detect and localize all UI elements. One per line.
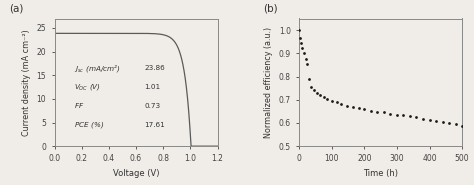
Point: [413, 116, 420, 119]
Point: [295, 29, 303, 32]
Point: [458, 125, 466, 128]
Point: [361, 108, 368, 111]
Text: 23.86: 23.86: [144, 65, 165, 71]
Y-axis label: Current density (mA cm⁻²): Current density (mA cm⁻²): [22, 29, 31, 136]
Point: [419, 117, 427, 120]
Point: [333, 101, 340, 104]
Y-axis label: Normalized efficiency (a.u.): Normalized efficiency (a.u.): [264, 27, 273, 138]
Point: [374, 110, 381, 113]
Point: [439, 121, 447, 124]
Point: [426, 118, 433, 121]
Point: [355, 107, 363, 110]
Point: [337, 103, 345, 106]
Point: [299, 46, 306, 49]
Point: [297, 41, 305, 44]
Point: [387, 112, 394, 115]
X-axis label: Time (h): Time (h): [363, 169, 398, 178]
Text: $FF$: $FF$: [73, 101, 84, 110]
Point: [300, 52, 308, 55]
Point: [308, 85, 315, 88]
Point: [305, 77, 313, 80]
Point: [310, 89, 318, 92]
Point: [432, 120, 440, 123]
Point: [400, 114, 407, 117]
Text: $V_{OC}$ (V): $V_{OC}$ (V): [73, 82, 100, 92]
Point: [406, 115, 414, 118]
Point: [380, 111, 388, 114]
Text: $PCE$ (%): $PCE$ (%): [73, 120, 104, 130]
Point: [313, 91, 321, 94]
Point: [393, 113, 401, 116]
Point: [349, 105, 357, 108]
Point: [320, 96, 328, 99]
Point: [317, 94, 324, 97]
Point: [445, 122, 453, 125]
Point: [324, 97, 331, 100]
Point: [452, 122, 459, 125]
Point: [344, 104, 351, 107]
X-axis label: Voltage (V): Voltage (V): [113, 169, 159, 178]
Text: (b): (b): [263, 3, 278, 13]
Text: 1.01: 1.01: [144, 84, 160, 90]
Point: [367, 109, 374, 112]
Point: [296, 37, 304, 40]
Point: [302, 58, 310, 61]
Text: $J_{sc}$ (mA/cm²): $J_{sc}$ (mA/cm²): [73, 63, 120, 74]
Point: [303, 62, 311, 65]
Text: 0.73: 0.73: [144, 103, 160, 109]
Text: (a): (a): [9, 3, 23, 13]
Text: 17.61: 17.61: [144, 122, 165, 128]
Point: [328, 99, 336, 102]
